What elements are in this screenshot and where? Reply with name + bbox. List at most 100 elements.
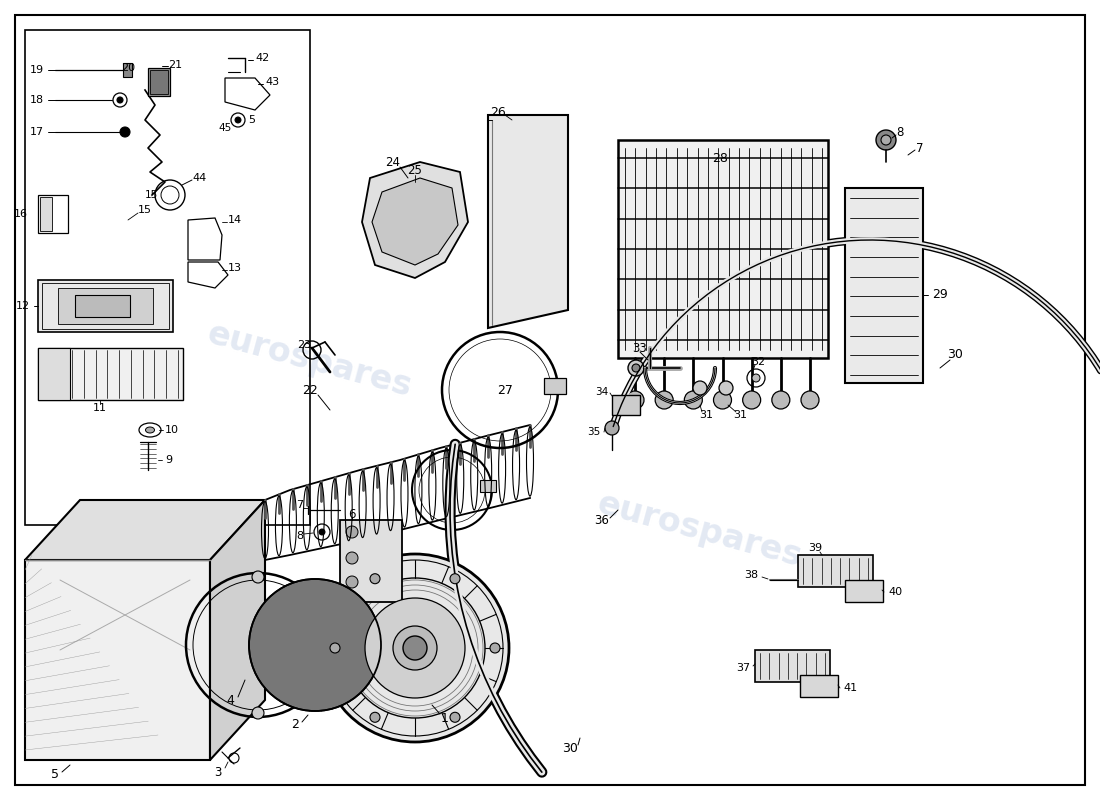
Circle shape <box>117 97 123 103</box>
Text: 12: 12 <box>15 301 30 311</box>
Circle shape <box>346 526 358 538</box>
Polygon shape <box>372 178 458 265</box>
Text: 23: 23 <box>297 340 311 350</box>
Text: eurospares: eurospares <box>594 486 806 574</box>
Bar <box>75 295 130 317</box>
Text: 42: 42 <box>255 53 270 63</box>
Text: 30: 30 <box>947 349 962 362</box>
Text: 11: 11 <box>94 403 107 413</box>
Text: 33: 33 <box>632 342 648 354</box>
Text: eurospares: eurospares <box>204 317 416 403</box>
Text: 28: 28 <box>712 151 728 165</box>
Circle shape <box>693 381 707 395</box>
Text: 17: 17 <box>30 127 44 137</box>
Text: 45: 45 <box>219 123 232 133</box>
Circle shape <box>450 712 460 722</box>
Bar <box>39 348 70 400</box>
Bar <box>618 140 828 358</box>
Circle shape <box>235 117 241 123</box>
Text: 30: 30 <box>562 742 578 754</box>
Text: 40: 40 <box>888 587 902 597</box>
Circle shape <box>876 130 896 150</box>
Circle shape <box>252 707 264 719</box>
Bar <box>42 283 169 329</box>
Circle shape <box>628 360 643 376</box>
Circle shape <box>346 576 358 588</box>
Text: 4: 4 <box>227 694 234 706</box>
Text: 20: 20 <box>121 63 135 73</box>
Circle shape <box>370 574 379 584</box>
Circle shape <box>490 643 500 653</box>
Text: 7: 7 <box>916 142 924 154</box>
Circle shape <box>752 374 760 382</box>
Circle shape <box>656 391 673 409</box>
Text: 43: 43 <box>265 77 279 87</box>
Bar <box>40 197 52 231</box>
Circle shape <box>252 571 264 583</box>
Text: 39: 39 <box>807 543 822 553</box>
Circle shape <box>719 381 733 395</box>
Text: 44: 44 <box>192 173 207 183</box>
Circle shape <box>365 598 465 698</box>
Text: 1: 1 <box>441 711 449 725</box>
Bar <box>58 288 153 324</box>
Text: 2: 2 <box>292 718 299 731</box>
Polygon shape <box>362 162 468 278</box>
Text: 27: 27 <box>497 383 513 397</box>
Bar <box>39 195 68 233</box>
Text: 18: 18 <box>30 95 44 105</box>
Text: 6: 6 <box>349 507 355 521</box>
Bar <box>798 555 873 587</box>
Bar <box>39 280 173 332</box>
Text: 16: 16 <box>14 209 28 219</box>
Text: 37: 37 <box>736 663 750 673</box>
Circle shape <box>393 626 437 670</box>
Bar <box>39 348 183 400</box>
Circle shape <box>684 391 702 409</box>
Circle shape <box>626 391 644 409</box>
Text: 5: 5 <box>248 115 255 125</box>
Text: 38: 38 <box>744 570 758 580</box>
Text: 9: 9 <box>165 455 172 465</box>
Circle shape <box>370 712 379 722</box>
Bar <box>148 68 170 96</box>
Text: 8: 8 <box>896 126 904 138</box>
Circle shape <box>346 552 358 564</box>
Circle shape <box>772 391 790 409</box>
Circle shape <box>321 554 509 742</box>
Text: 35: 35 <box>586 427 600 437</box>
Circle shape <box>742 391 761 409</box>
Text: 25: 25 <box>408 163 422 177</box>
Circle shape <box>881 135 891 145</box>
Text: 8: 8 <box>296 531 304 541</box>
Polygon shape <box>25 500 265 560</box>
Bar <box>480 480 496 492</box>
Polygon shape <box>210 500 265 760</box>
Bar <box>845 580 883 602</box>
Text: 14: 14 <box>228 215 242 225</box>
Text: 7: 7 <box>296 500 304 510</box>
Text: 26: 26 <box>491 106 506 118</box>
Circle shape <box>714 391 732 409</box>
Circle shape <box>249 579 381 711</box>
Polygon shape <box>488 115 568 328</box>
Bar <box>755 650 830 682</box>
Text: 5: 5 <box>51 769 59 782</box>
Text: 34: 34 <box>595 387 608 397</box>
Text: 13: 13 <box>228 263 242 273</box>
Text: 19: 19 <box>30 65 44 75</box>
Circle shape <box>632 364 640 372</box>
Bar <box>845 188 923 383</box>
Text: 15: 15 <box>138 205 152 215</box>
Polygon shape <box>25 560 210 760</box>
Circle shape <box>330 643 340 653</box>
Text: 36: 36 <box>595 514 609 526</box>
Text: 22: 22 <box>302 383 318 397</box>
Circle shape <box>801 391 820 409</box>
Text: 31: 31 <box>733 410 747 420</box>
Text: 3: 3 <box>214 766 222 778</box>
Text: 31: 31 <box>698 410 713 420</box>
Bar <box>800 675 838 697</box>
Ellipse shape <box>145 427 154 433</box>
Bar <box>544 378 566 394</box>
